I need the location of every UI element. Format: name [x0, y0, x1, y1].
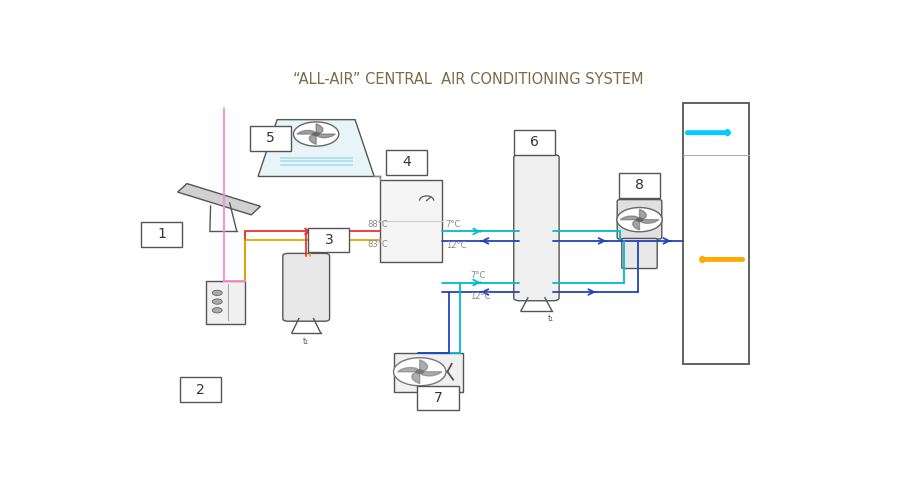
Polygon shape — [398, 368, 420, 372]
Polygon shape — [316, 134, 335, 138]
Text: 12°C: 12°C — [471, 292, 491, 301]
FancyBboxPatch shape — [514, 154, 559, 301]
FancyBboxPatch shape — [622, 239, 657, 269]
Circle shape — [636, 218, 643, 221]
Text: 8: 8 — [634, 179, 643, 192]
Polygon shape — [258, 120, 374, 177]
Polygon shape — [632, 219, 640, 230]
Polygon shape — [420, 360, 428, 372]
Text: t₁: t₁ — [303, 337, 309, 346]
FancyBboxPatch shape — [617, 200, 662, 239]
Bar — [141, 222, 182, 246]
Text: 2: 2 — [197, 383, 205, 397]
Text: 3: 3 — [324, 233, 334, 247]
Polygon shape — [177, 184, 260, 215]
Polygon shape — [412, 372, 420, 384]
Text: 7: 7 — [433, 391, 442, 405]
Bar — [387, 150, 428, 175]
Text: 83°C: 83°C — [367, 240, 388, 249]
Text: t₁: t₁ — [547, 313, 554, 323]
Polygon shape — [297, 130, 316, 134]
Bar — [514, 130, 555, 154]
Text: 1: 1 — [157, 227, 166, 241]
Circle shape — [617, 208, 662, 232]
Circle shape — [212, 290, 222, 296]
FancyBboxPatch shape — [282, 253, 330, 321]
Bar — [683, 103, 749, 364]
Circle shape — [293, 122, 339, 146]
Bar — [207, 280, 245, 324]
Text: 12°C: 12°C — [446, 241, 466, 250]
Polygon shape — [316, 124, 323, 134]
Bar — [308, 228, 349, 252]
Bar — [250, 126, 292, 151]
Circle shape — [212, 308, 222, 313]
Circle shape — [416, 369, 424, 374]
Bar — [380, 180, 442, 262]
Bar — [619, 173, 660, 198]
Polygon shape — [640, 210, 646, 219]
Text: 4: 4 — [402, 155, 411, 169]
Circle shape — [394, 358, 446, 386]
Circle shape — [313, 132, 320, 136]
Text: 7°C: 7°C — [471, 271, 486, 280]
Polygon shape — [621, 216, 640, 219]
Polygon shape — [420, 372, 442, 376]
Bar — [418, 386, 459, 410]
Circle shape — [212, 299, 222, 304]
Bar — [394, 353, 463, 393]
Text: 7°C: 7°C — [446, 220, 462, 229]
Text: 5: 5 — [266, 131, 275, 146]
Text: 88°C: 88°C — [367, 220, 388, 229]
Bar — [180, 377, 221, 402]
Text: “ALL-AIR” CENTRAL  AIR CONDITIONING SYSTEM: “ALL-AIR” CENTRAL AIR CONDITIONING SYSTE… — [293, 72, 643, 88]
Polygon shape — [640, 219, 659, 223]
Text: 6: 6 — [530, 135, 538, 149]
Polygon shape — [309, 134, 316, 144]
